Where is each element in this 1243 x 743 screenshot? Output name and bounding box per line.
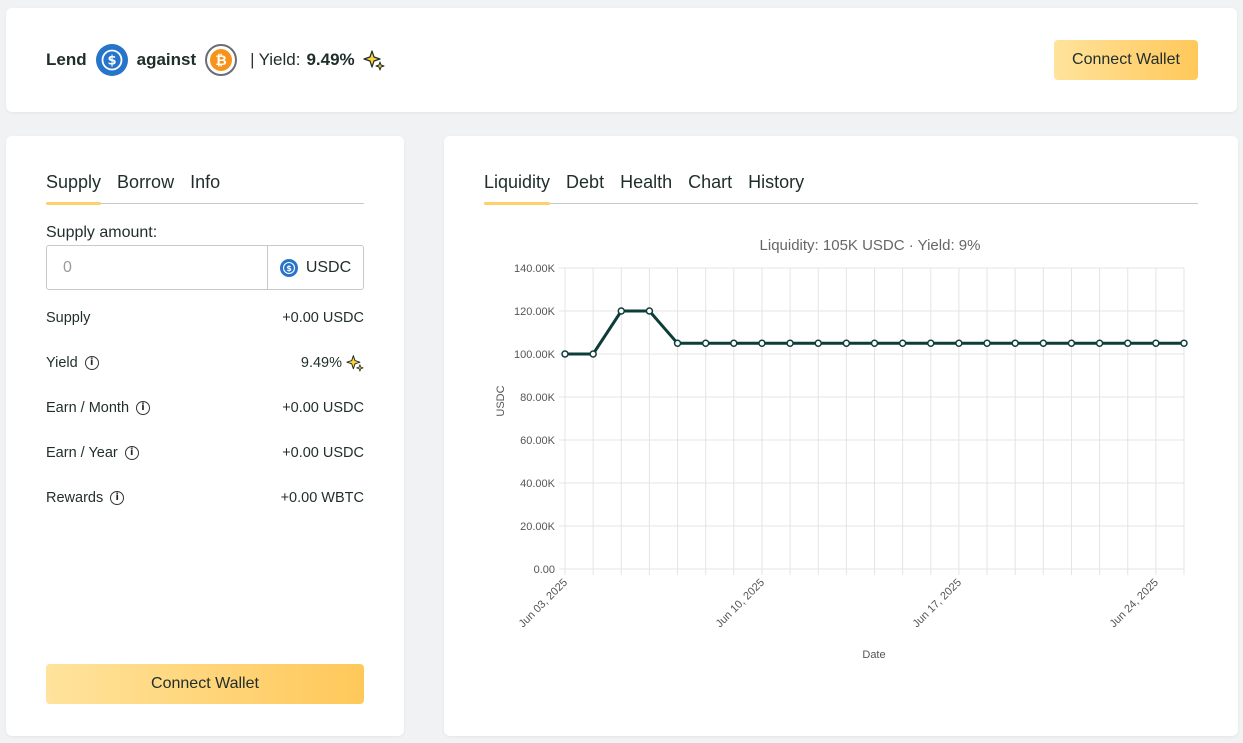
svg-text:$: $ bbox=[107, 54, 116, 69]
btc-coin-icon: ₿ bbox=[205, 44, 238, 76]
y-axis-label: USDC bbox=[495, 385, 507, 416]
data-point[interactable] bbox=[842, 339, 851, 347]
connect-wallet-button[interactable]: Connect Wallet bbox=[1054, 40, 1198, 80]
y-axis: 0.00 20.00K 40.00K 60.00K 80.00K 100.00K 120.0… bbox=[514, 263, 556, 576]
data-point[interactable] bbox=[589, 350, 597, 358]
tab-liquidity[interactable]: Liquidity bbox=[484, 172, 551, 205]
unit-label: USDC bbox=[305, 258, 352, 276]
earn-month-label: Earn / Month bbox=[46, 400, 130, 416]
earn-year-label: Earn / Year bbox=[46, 445, 118, 461]
supply-panel: Supply Borrow Info Supply amount: $ USDC… bbox=[6, 136, 404, 736]
separator: | bbox=[250, 50, 255, 69]
supply-row-value: +0.00 USDC bbox=[282, 310, 364, 326]
earn-year-row: Earn / Year i +0.00 USDC bbox=[46, 443, 364, 463]
tab-borrow[interactable]: Borrow bbox=[117, 172, 175, 192]
sparkle-icon bbox=[346, 354, 364, 372]
data-point[interactable] bbox=[561, 350, 569, 358]
data-point[interactable] bbox=[1180, 339, 1188, 347]
chart-grid bbox=[559, 267, 1185, 575]
data-point[interactable] bbox=[983, 339, 991, 347]
tab-history[interactable]: History bbox=[748, 172, 805, 192]
against-label: against bbox=[136, 50, 197, 69]
sparkle-icon bbox=[363, 49, 385, 71]
stats-panel: Liquidity Debt Health Chart History Liqu… bbox=[444, 136, 1238, 736]
data-point[interactable] bbox=[955, 339, 963, 347]
y-tick-label: 0.00 bbox=[534, 564, 555, 576]
supply-row-label: Supply bbox=[46, 310, 91, 326]
data-point[interactable] bbox=[1039, 339, 1048, 347]
earn-month-row: Earn / Month i +0.00 USDC bbox=[46, 398, 364, 418]
left-tabs: Supply Borrow Info bbox=[46, 172, 364, 205]
data-points bbox=[561, 307, 1188, 358]
x-tick-label: Jun 10, 2025 bbox=[714, 577, 767, 630]
info-icon[interactable]: i bbox=[136, 401, 151, 415]
tab-health[interactable]: Health bbox=[620, 172, 673, 192]
data-point[interactable] bbox=[1123, 339, 1132, 347]
tab-chart[interactable]: Chart bbox=[688, 172, 733, 192]
usdc-coin-icon: $ bbox=[95, 44, 128, 76]
info-icon[interactable]: i bbox=[110, 491, 125, 505]
data-point[interactable] bbox=[927, 339, 935, 347]
y-tick-label: 40.00K bbox=[520, 478, 556, 490]
yield-value: 9.49% bbox=[306, 50, 355, 69]
chart-title: Liquidity: 105K USDC · Yield: 9% bbox=[760, 237, 981, 254]
tab-debt[interactable]: Debt bbox=[566, 172, 605, 192]
tab-info[interactable]: Info bbox=[190, 172, 221, 192]
yield-label: Yield: bbox=[258, 50, 301, 69]
y-tick-label: 80.00K bbox=[520, 392, 556, 404]
rewards-value: +0.00 WBTC bbox=[280, 490, 364, 506]
usdc-mini-icon: $ bbox=[279, 258, 298, 277]
supply-amount-label: Supply amount: bbox=[46, 224, 158, 241]
svg-text:$: $ bbox=[286, 264, 292, 273]
x-axis: Jun 03, 2025 Jun 10, 2025 Jun 17, 2025 Jun … bbox=[517, 577, 1161, 630]
right-tabs: Liquidity Debt Health Chart History bbox=[484, 172, 1198, 205]
earn-month-value: +0.00 USDC bbox=[282, 400, 364, 416]
data-point[interactable] bbox=[1011, 339, 1019, 347]
x-axis-label: Date bbox=[862, 649, 885, 661]
earn-year-value: +0.00 USDC bbox=[282, 445, 364, 461]
yield-row: Yield i 9.49% bbox=[46, 353, 364, 373]
yield-row-value: 9.49% bbox=[300, 355, 342, 371]
liquidity-chart: Liquidity: 105K USDC · Yield: 9% 0.00 20.… bbox=[495, 237, 1188, 661]
x-tick-label: Jun 03, 2025 bbox=[517, 577, 570, 630]
y-tick-label: 60.00K bbox=[520, 435, 556, 447]
connect-wallet-button-panel[interactable]: Connect Wallet bbox=[46, 664, 364, 704]
data-point[interactable] bbox=[758, 339, 766, 347]
data-point[interactable] bbox=[1152, 339, 1160, 347]
yield-row-label: Yield bbox=[46, 355, 78, 371]
data-point[interactable] bbox=[730, 339, 738, 347]
data-point[interactable] bbox=[701, 339, 710, 347]
data-point[interactable] bbox=[870, 339, 879, 347]
data-point[interactable] bbox=[786, 339, 794, 347]
market-summary: Lend $ against ₿ | Yield: 9.49% bbox=[46, 44, 385, 76]
y-tick-label: 20.00K bbox=[520, 521, 556, 533]
supply-row: Supply +0.00 USDC bbox=[46, 308, 364, 328]
data-point[interactable] bbox=[645, 307, 654, 315]
data-point[interactable] bbox=[673, 339, 682, 347]
data-point[interactable] bbox=[1095, 339, 1104, 347]
info-icon[interactable]: i bbox=[84, 356, 99, 370]
y-tick-label: 100.00K bbox=[514, 349, 556, 361]
lend-label: Lend bbox=[46, 50, 87, 69]
data-point[interactable] bbox=[1067, 339, 1076, 347]
supply-amount-input[interactable] bbox=[47, 246, 267, 289]
header-bar: Lend $ against ₿ | Yield: 9.49% Connect … bbox=[6, 8, 1237, 112]
supply-input-group: $ USDC bbox=[46, 245, 364, 290]
y-tick-label: 140.00K bbox=[514, 263, 556, 275]
rewards-row: Rewards i +0.00 WBTC bbox=[46, 488, 364, 508]
unit-selector: $ USDC bbox=[267, 246, 363, 289]
data-point[interactable] bbox=[617, 307, 626, 315]
y-tick-label: 120.00K bbox=[514, 306, 556, 318]
info-icon[interactable]: i bbox=[124, 446, 139, 460]
data-point[interactable] bbox=[898, 339, 907, 347]
x-tick-label: Jun 17, 2025 bbox=[911, 577, 964, 630]
tab-supply[interactable]: Supply bbox=[46, 172, 102, 205]
x-tick-label: Jun 24, 2025 bbox=[1108, 577, 1161, 630]
rewards-label: Rewards bbox=[46, 490, 104, 506]
data-point[interactable] bbox=[814, 339, 822, 347]
